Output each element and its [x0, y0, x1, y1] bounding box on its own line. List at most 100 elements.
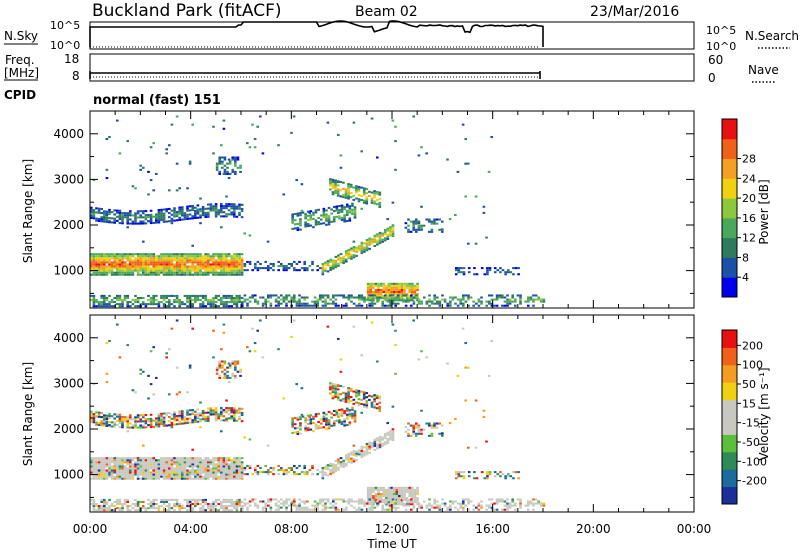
power-cell	[234, 170, 237, 173]
power-cell	[407, 300, 410, 303]
power-cell	[387, 288, 391, 292]
power-cell	[334, 304, 338, 307]
velocity-cell	[123, 469, 127, 472]
power-cell	[490, 135, 493, 139]
velocity-cell	[136, 475, 140, 478]
power-cell	[100, 261, 103, 264]
velocity-cell	[134, 502, 137, 506]
power-cell	[118, 305, 122, 308]
velocity-cell	[100, 498, 103, 501]
power-cell	[170, 303, 174, 306]
power-cell	[207, 271, 210, 274]
power-cell	[269, 267, 273, 270]
power-cell	[204, 273, 207, 276]
velocity-cell	[285, 502, 288, 505]
power-cell	[183, 255, 187, 258]
velocity-cell	[139, 477, 142, 480]
power-cell	[222, 296, 226, 299]
velocity-cell	[147, 473, 150, 476]
velocity-cell	[221, 370, 224, 373]
power-cell	[235, 265, 239, 268]
power-cell	[391, 228, 395, 231]
nave-tick-bottom: 0	[708, 71, 716, 85]
velocity-cell	[186, 463, 189, 466]
velocity-cell	[121, 505, 124, 508]
velocity-cell	[343, 412, 346, 415]
power-cell	[332, 210, 336, 213]
power-cell	[438, 300, 442, 303]
power-cell	[291, 227, 294, 230]
velocity-cell	[357, 449, 361, 452]
power-cell	[194, 271, 197, 274]
velocity-cell	[417, 502, 421, 505]
velocity-cell	[201, 418, 205, 421]
velocity-cell	[438, 432, 441, 435]
power-cell	[501, 304, 504, 307]
velocity-cell	[428, 508, 431, 511]
power-cell	[345, 213, 349, 216]
velocity-cell	[395, 499, 399, 502]
power-cell	[373, 238, 377, 241]
power-cell	[272, 294, 275, 297]
velocity-cell	[142, 500, 145, 503]
power-cell	[201, 255, 205, 258]
power-cell	[220, 271, 223, 274]
power-cell	[139, 168, 142, 171]
velocity-cell	[240, 467, 244, 470]
power-cell	[480, 302, 483, 305]
power-cell	[175, 259, 179, 262]
power-cell	[225, 257, 228, 260]
velocity-cell	[199, 473, 202, 476]
power-cell	[386, 233, 390, 236]
time-axis-labels: 00:00 04:00 08:00 12:00 16:00 20:00 00:00	[73, 522, 712, 536]
velocity-cell	[336, 394, 340, 397]
power-cell	[116, 298, 119, 302]
velocity-cell	[142, 473, 145, 476]
power-cell	[165, 152, 168, 155]
velocity-cell	[433, 422, 436, 425]
power-cell	[147, 267, 150, 270]
power-cell	[186, 298, 189, 302]
colorbar-swatch	[722, 138, 737, 160]
velocity-cell	[344, 392, 348, 395]
power-cell	[160, 214, 163, 218]
power-cell	[214, 294, 218, 297]
velocity-cell	[428, 502, 431, 505]
power-cell	[379, 293, 383, 296]
velocity-cell	[121, 469, 124, 472]
velocity-cell	[186, 419, 189, 422]
velocity-cell	[306, 473, 309, 476]
power-cell	[348, 209, 352, 212]
velocity-cell	[186, 475, 189, 478]
power-cell	[352, 248, 356, 251]
power-cell	[246, 302, 249, 305]
nsky-frame	[89, 21, 695, 50]
power-cell	[204, 271, 207, 274]
power-cell	[113, 253, 116, 256]
velocity-cell	[411, 490, 414, 493]
power-cell	[413, 291, 417, 294]
velocity-cell	[142, 414, 145, 417]
power-cell	[368, 294, 371, 297]
power-cell	[474, 242, 478, 245]
power-cell	[165, 259, 168, 262]
velocity-cell	[217, 459, 220, 462]
velocity-cell	[352, 454, 356, 457]
power-cell	[324, 300, 327, 303]
power-cell	[173, 269, 176, 272]
power-cell	[194, 265, 197, 268]
power-cell	[386, 304, 390, 307]
velocity-cell	[277, 500, 280, 503]
velocity-cell	[105, 457, 109, 460]
velocity-cell	[100, 463, 103, 466]
velocity-cell	[194, 500, 197, 503]
velocity-cell	[118, 413, 122, 416]
velocity-cell	[110, 467, 114, 470]
power-cell	[181, 265, 184, 268]
power-cell	[113, 219, 116, 222]
power-cell	[456, 298, 460, 301]
velocity-cell	[240, 475, 244, 478]
power-cell	[136, 216, 140, 219]
velocity-cell	[147, 465, 150, 468]
power-cell	[402, 298, 405, 301]
